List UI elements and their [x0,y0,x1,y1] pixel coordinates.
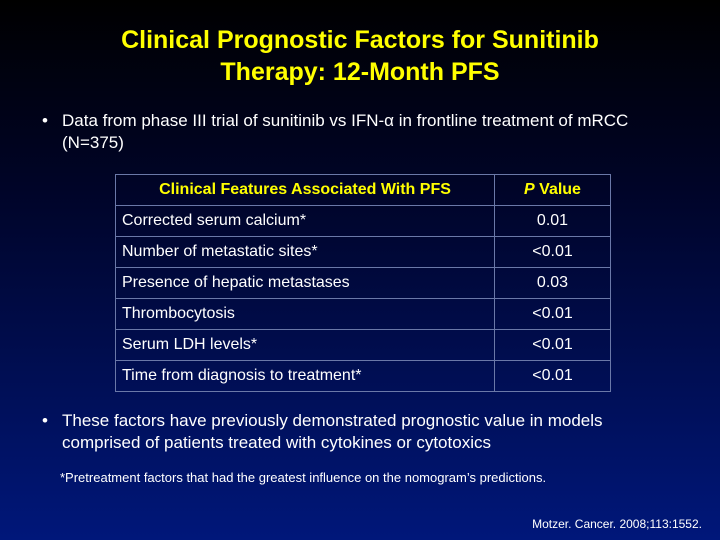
bullet-prognostic-value: • These factors have previously demonstr… [42,410,682,454]
bullet-trial-description: • Data from phase III trial of sunitinib… [42,110,682,154]
feature-cell: Presence of hepatic metastases [115,267,495,299]
footnote: *Pretreatment factors that had the great… [60,470,547,485]
title-line-2: Therapy: 12-Month PFS [220,58,500,86]
table-row: Corrected serum calcium* 0.01 [115,205,611,237]
table-row: Number of metastatic sites* <0.01 [115,236,611,268]
feature-cell: Time from diagnosis to treatment* [115,360,495,392]
feature-cell: Thrombocytosis [115,298,495,330]
title-line-1: Clinical Prognostic Factors for Sunitini… [121,26,599,54]
p-value-cell: <0.01 [494,329,611,361]
table-row: Thrombocytosis <0.01 [115,298,611,330]
bullet-text: These factors have previously demonstrat… [62,411,603,452]
feature-cell: Serum LDH levels* [115,329,495,361]
p-value-cell: 0.01 [494,205,611,237]
bullet-dot: • [42,411,48,430]
table-row: Time from diagnosis to treatment* <0.01 [115,360,611,392]
p-value-cell: <0.01 [494,360,611,392]
feature-cell: Corrected serum calcium* [115,205,495,237]
citation: Motzer. Cancer. 2008;113:1552. [532,517,702,531]
p-value-cell: <0.01 [494,298,611,330]
bullet-dot: • [42,111,48,130]
header-p-rest: Value [534,181,581,198]
p-value-cell: 0.03 [494,267,611,299]
table-row: Serum LDH levels* <0.01 [115,329,611,361]
p-value-cell: <0.01 [494,236,611,268]
prognostic-factors-table: Clinical Features Associated With PFS P … [115,174,611,392]
header-clinical-features: Clinical Features Associated With PFS [115,174,495,206]
slide-title: Clinical Prognostic Factors for Sunitini… [40,24,680,88]
header-p-value: P Value [494,174,611,206]
bullet-text: Data from phase III trial of sunitinib v… [62,111,629,152]
table-header-row: Clinical Features Associated With PFS P … [115,174,611,206]
header-p-italic: P [524,181,535,198]
table-row: Presence of hepatic metastases 0.03 [115,267,611,299]
feature-cell: Number of metastatic sites* [115,236,495,268]
